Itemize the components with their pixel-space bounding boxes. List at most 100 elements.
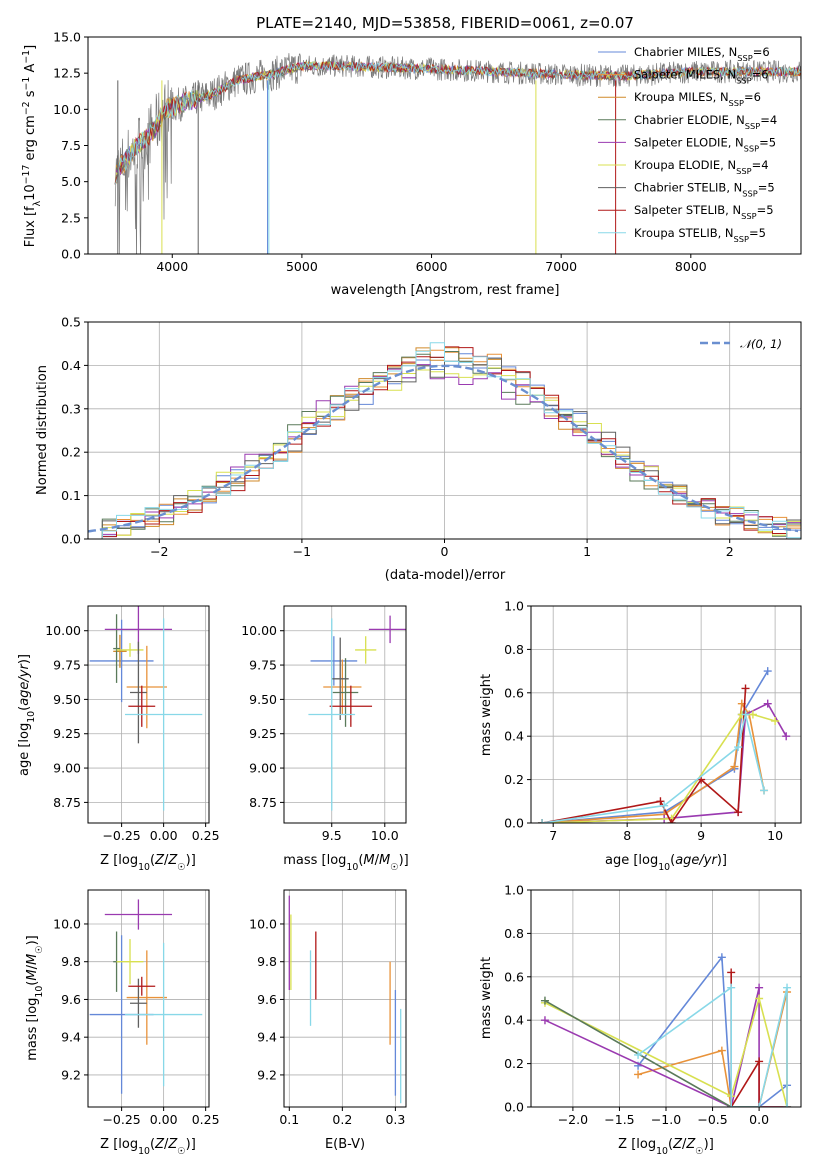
weight-marker: [783, 983, 792, 992]
x-axis-label: Z [log10(Z/Z☉)]: [100, 853, 196, 873]
y-tick-label: 10.0: [53, 102, 81, 117]
plot-area-mass_vs_Z: [88, 890, 209, 1107]
y-tick-label: 0.0: [504, 816, 524, 831]
x-tick-label: 0: [441, 544, 449, 559]
y-tick-label: 10.0: [53, 916, 81, 931]
y-axis-label: Flux [fλ10−17 erg cm−2 s−1 A−1]: [21, 45, 43, 247]
legend-label: Kroupa MILES, NSSP=6: [634, 90, 761, 108]
weight-marker: [782, 732, 791, 741]
weight-line-chabrier-elodie: [544, 1000, 760, 1107]
weight-marker: [660, 801, 669, 810]
axes-frame: [87, 36, 802, 255]
weight-marker: [634, 1070, 643, 1079]
x-tick-label: 10.0: [371, 828, 399, 843]
errorbar-point-kroupa-stelib: [124, 618, 203, 811]
x-tick-label: 9: [697, 828, 705, 843]
y-tick-label: 0.3: [61, 401, 81, 416]
y-tick-label: 0.1: [61, 488, 81, 503]
errorbar-point-salpeter-stelib: [128, 685, 156, 727]
x-axis-label: Z [log10(Z/Z☉)]: [618, 1137, 714, 1157]
y-tick-label: 9.00: [249, 761, 277, 776]
y-tick-label: 9.2: [257, 1067, 277, 1082]
errorbar-point-salpeter-miles: [323, 659, 362, 715]
weight-marker: [634, 1050, 643, 1059]
legend-label: Chabrier ELODIE, NSSP=4: [634, 113, 777, 131]
y-tick-label: 8.75: [249, 795, 277, 810]
errorbar-point-kroupa-stelib: [308, 618, 356, 811]
x-tick-label: 7: [549, 828, 557, 843]
errorbar-point-salpeter-elodie: [104, 899, 173, 930]
y-tick-label: 0.2: [504, 1056, 524, 1071]
y-tick-label: 2.5: [61, 210, 81, 225]
y-tick-label: 0.0: [61, 532, 81, 547]
normal-reference-curve: [88, 364, 799, 533]
y-tick-label: 9.50: [53, 692, 81, 707]
x-axis-label: age [log10(age/yr)]: [605, 853, 727, 873]
errorbar-point-salpeter-stelib: [128, 976, 156, 996]
model-fit-kroupa-stelib: [114, 60, 801, 185]
errorbar-point-kroupa-elodie: [116, 939, 144, 985]
weight-marker: [771, 717, 780, 726]
weight-marker: [741, 710, 750, 719]
y-axis-label: mass weight: [479, 957, 494, 1039]
y-tick-label: 1.0: [504, 883, 524, 898]
chart-title: PLATE=2140, MJD=53858, FIBERID=0061, z=0…: [256, 14, 634, 32]
weight-marker: [763, 667, 772, 676]
weight-marker: [755, 994, 764, 1003]
errorbar-point-chabrier-miles: [310, 636, 358, 686]
y-tick-label: 1.0: [504, 599, 524, 614]
axes-age_vs_Z: −0.25 0.00 0.25 8.75 9.00 9.25 9.50 9.75 10.00 Z …: [17, 605, 220, 873]
histogram-salpeter-elodie: [88, 364, 801, 539]
weight-marker: [540, 996, 549, 1005]
x-tick-label: 8000: [675, 259, 707, 274]
errorbar-point-chabrier-miles: [89, 619, 154, 703]
x-tick-label: 0.25: [192, 828, 220, 843]
y-tick-label: 9.75: [249, 658, 277, 673]
y-tick-label: 9.00: [53, 761, 81, 776]
axes-weight_vs_Z: −2.0 −1.5 −1.0 −0.5 0.0 0.0 0.2 0.4 0.6 0.8 1.0 Z […: [479, 883, 802, 1157]
y-tick-label: 0.6: [504, 685, 524, 700]
weight-line-chabrier-miles: [542, 670, 769, 823]
plot-area-age_vs_Z: [88, 606, 209, 823]
x-tick-label: 0.00: [150, 1112, 178, 1127]
x-tick-label: 9.5: [322, 828, 342, 843]
y-tick-label: 9.25: [53, 726, 81, 741]
weight-marker: [734, 743, 743, 752]
weight-line-salpeter-miles: [542, 701, 765, 823]
x-tick-label: −1: [293, 544, 311, 559]
plot-area-mass_vs_EBV: [284, 890, 406, 1107]
legend: Chabrier MILES, NSSP=6 Salpeter MILES, NS…: [598, 45, 777, 244]
weight-marker: [748, 710, 757, 719]
y-tick-label: 9.4: [61, 1030, 81, 1045]
axes-mass_vs_EBV: 0.1 0.2 0.3 9.2 9.4 9.6 9.8 10.0 E(B-V): [249, 889, 407, 1152]
legend-label: Salpeter STELIB, NSSP=5: [634, 203, 774, 221]
axes-spectrum: 4000 5000 6000 7000 8000 0.0 2.5 5.0 7.5 10.0 12.5…: [21, 14, 802, 298]
x-tick-label: 6000: [416, 259, 448, 274]
x-tick-label: −0.5: [697, 1112, 727, 1127]
y-tick-label: 8.75: [53, 795, 81, 810]
weight-line-kroupa-elodie: [544, 995, 788, 1107]
y-tick-label: 0.4: [61, 358, 81, 373]
x-axis-label: wavelength [Angstrom, rest frame]: [331, 283, 560, 298]
x-tick-label: 0.3: [385, 1112, 405, 1127]
x-tick-label: 5000: [286, 259, 318, 274]
y-tick-label: 9.6: [61, 992, 81, 1007]
x-tick-label: −1.5: [604, 1112, 634, 1127]
x-tick-label: −1.0: [651, 1112, 681, 1127]
y-tick-label: 15.0: [53, 30, 81, 45]
y-tick-label: 9.4: [257, 1030, 277, 1045]
y-tick-label: 0.0: [61, 247, 81, 262]
x-tick-label: 4000: [156, 259, 188, 274]
x-tick-label: −0.25: [102, 1112, 140, 1127]
errorbar-point-salpeter-miles: [126, 645, 167, 729]
y-axis-label: mass [log10(M/M☉)]: [25, 935, 45, 1061]
legend-label: Salpeter ELODIE, NSSP=5: [634, 135, 776, 153]
weight-marker: [755, 1057, 764, 1066]
weight-line-salpeter-stelib: [541, 688, 747, 823]
plot-area-age_vs_mass: [284, 606, 406, 823]
weight-line-chabrier-miles: [637, 955, 788, 1107]
axes-residuals: −2 −1 0 1 2 0.0 0.1 0.2 0.3 0.4 0.5 𝒩(0, 1) (data-mo…: [35, 315, 802, 583]
errorbar-point-kroupa-elodie: [116, 643, 144, 657]
x-axis-label: mass [log10(M/M☉)]: [283, 853, 409, 873]
axes-frame: [283, 889, 407, 1108]
